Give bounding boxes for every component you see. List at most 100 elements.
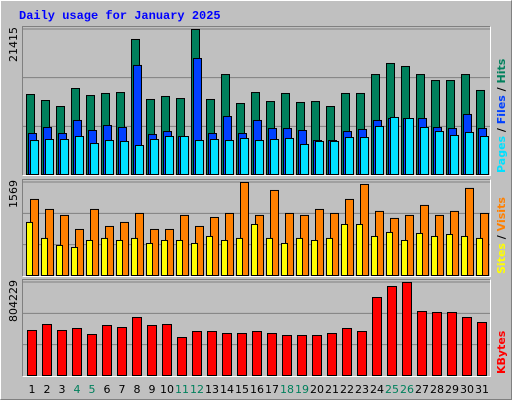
x-tick-label: 1 — [29, 383, 36, 396]
bar — [462, 316, 472, 376]
bar — [465, 131, 474, 175]
bar — [432, 311, 442, 376]
bar — [465, 187, 474, 276]
bar — [420, 127, 429, 176]
bar — [311, 239, 318, 276]
bar — [315, 140, 324, 175]
bar — [446, 234, 453, 276]
legend-entry: Sites — [495, 243, 508, 274]
bar — [207, 330, 217, 377]
bar — [405, 118, 414, 175]
bar — [480, 136, 489, 175]
bar — [450, 134, 459, 176]
bar — [345, 137, 354, 175]
bar — [57, 329, 67, 376]
y-tick-label: 804229 — [7, 280, 20, 322]
x-tick-label: 19 — [295, 383, 309, 396]
bar — [387, 285, 397, 377]
bar — [386, 231, 393, 276]
bar — [162, 323, 172, 377]
bar — [477, 321, 487, 376]
bar — [330, 140, 339, 175]
bar — [356, 223, 363, 276]
x-tick-label: 10 — [160, 383, 174, 396]
legend-separator: / — [495, 83, 508, 95]
bar — [30, 140, 39, 176]
bar — [135, 145, 144, 175]
bar — [75, 136, 84, 175]
bar — [371, 235, 378, 276]
x-tick-label: 20 — [310, 383, 324, 396]
bar — [90, 143, 99, 176]
bar — [285, 137, 294, 175]
bar — [357, 330, 367, 377]
bar — [206, 235, 213, 276]
panel-edge — [22, 26, 491, 176]
x-tick-label: 2 — [44, 383, 51, 396]
bar — [240, 137, 249, 175]
bar — [342, 327, 352, 377]
bar — [41, 237, 48, 277]
legend: Sites / Visits — [495, 197, 508, 274]
x-tick-label: 11 — [175, 383, 189, 396]
bar — [26, 221, 33, 276]
x-tick-label: 22 — [340, 383, 354, 396]
chart-title: Daily usage for January 2025 — [19, 9, 221, 23]
x-tick-label: 8 — [134, 383, 141, 396]
bar — [131, 237, 138, 277]
legend-entry: Hits — [495, 58, 508, 83]
bar — [45, 139, 54, 176]
bar — [326, 237, 333, 277]
bar — [390, 116, 399, 175]
bar — [192, 330, 202, 377]
y-tick-label: 21415 — [7, 27, 20, 62]
bar — [222, 332, 232, 376]
bar — [27, 329, 37, 376]
legend-separator: / — [495, 231, 508, 243]
bar — [251, 223, 258, 276]
x-tick-label: 25 — [385, 383, 399, 396]
legend-separator: / — [495, 124, 508, 136]
x-tick-label: 31 — [475, 383, 489, 396]
x-tick-label: 15 — [235, 383, 249, 396]
bar — [476, 237, 483, 277]
bar — [117, 326, 127, 376]
bar — [312, 334, 322, 376]
bar — [132, 316, 142, 376]
bar — [236, 237, 243, 277]
bar — [102, 324, 112, 376]
x-tick-label: 24 — [370, 383, 384, 396]
legend: KBytes — [495, 330, 508, 374]
bar — [270, 189, 279, 277]
bar — [60, 139, 69, 176]
x-tick-label: 7 — [119, 383, 126, 396]
panel-edge — [22, 179, 491, 277]
bar — [282, 334, 292, 376]
bar — [87, 333, 97, 377]
bar — [210, 139, 219, 176]
bar — [300, 143, 309, 176]
bar — [161, 239, 168, 276]
legend: Pages / Files / Hits — [495, 58, 508, 173]
bar — [101, 237, 108, 277]
bar — [296, 237, 303, 277]
panel-edge — [22, 279, 491, 377]
bar — [267, 332, 277, 376]
x-tick-label: 3 — [59, 383, 66, 396]
bar — [461, 235, 468, 276]
bar — [375, 125, 384, 175]
x-tick-label: 6 — [104, 383, 111, 396]
x-tick-label: 27 — [415, 383, 429, 396]
bar — [447, 311, 457, 376]
bar — [341, 223, 348, 276]
bar — [177, 336, 187, 377]
x-tick-label: 21 — [325, 383, 339, 396]
bar — [237, 332, 247, 376]
bar — [297, 334, 307, 376]
x-tick-label: 4 — [74, 383, 81, 396]
bar — [176, 239, 183, 276]
x-tick-label: 23 — [355, 383, 369, 396]
bar — [252, 330, 262, 377]
bar — [86, 239, 93, 276]
